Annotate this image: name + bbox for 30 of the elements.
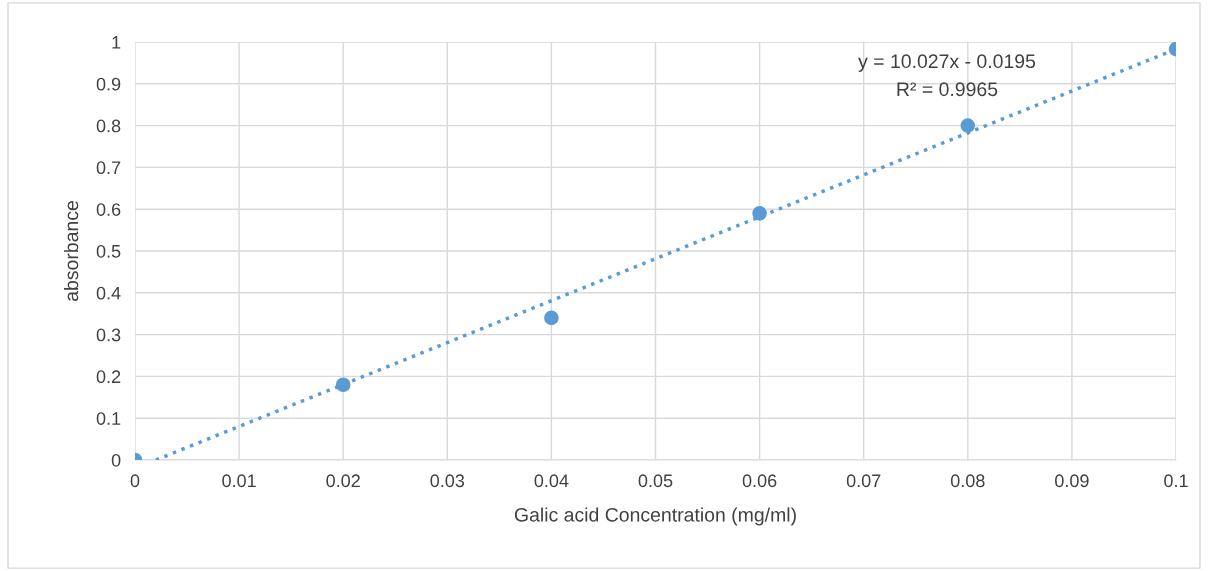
y-axis-title: absorbance xyxy=(64,201,79,301)
y-tick-label: 0 xyxy=(111,453,121,467)
y-tick-label: 1 xyxy=(112,36,121,49)
annotation: y = 10.027x - 0.0195 xyxy=(858,54,1036,72)
x-tick-label: 0.09 xyxy=(1055,474,1089,488)
annotation: R² = 0.9965 xyxy=(897,82,998,97)
point xyxy=(960,118,976,133)
x-tick-label: 0.03 xyxy=(430,474,465,488)
x-tick-label: 0.05 xyxy=(638,474,673,488)
y-tick-label: 0.6 xyxy=(96,203,121,216)
y-tick-label: 0.3 xyxy=(96,328,121,342)
y-tick-label: 0.1 xyxy=(96,412,121,425)
y-tick-label: 0.5 xyxy=(96,244,121,258)
x-tick-label: 0.01 xyxy=(222,474,256,488)
y-tick-label: 0.9 xyxy=(96,77,121,91)
x-tick-label: 0.02 xyxy=(326,474,360,488)
x-tick-label: 0.08 xyxy=(950,474,985,488)
x-axis-title: Galic acid Concentration (mg/ml) xyxy=(514,507,796,526)
y-tick-label: 0.8 xyxy=(96,119,121,133)
y-tick-label: 0.4 xyxy=(96,286,121,300)
point xyxy=(544,310,559,326)
x-tick-label: 0 xyxy=(130,474,140,488)
point xyxy=(335,377,351,393)
x-tick-label: 0.04 xyxy=(534,474,569,488)
y-tick-label: 0.2 xyxy=(96,370,121,384)
point xyxy=(752,206,767,221)
x-tick-label: 0.1 xyxy=(1164,474,1188,488)
x-tick-label: 0.06 xyxy=(742,474,777,488)
y-tick-label: 0.7 xyxy=(96,161,121,175)
x-tick-label: 0.07 xyxy=(846,474,881,488)
